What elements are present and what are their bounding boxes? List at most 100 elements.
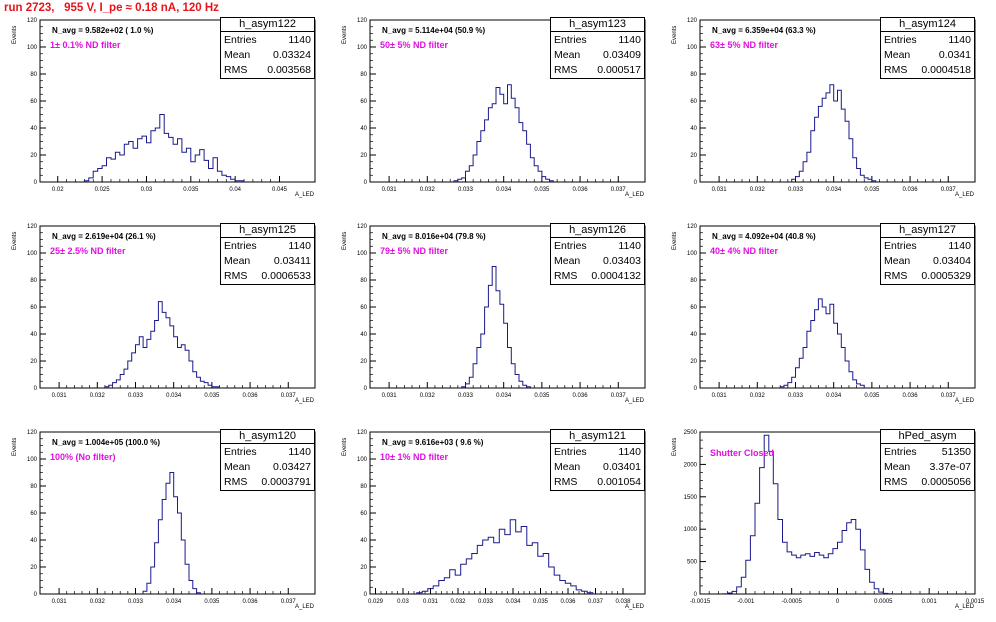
histogram-series xyxy=(142,472,201,594)
stats-key-entries: Entries xyxy=(224,446,257,458)
navg-label: N_avg = 1.004e+05 (100.0 %) xyxy=(52,438,161,447)
y-tick-label: 120 xyxy=(27,18,38,24)
y-tick-label: 40 xyxy=(30,332,37,338)
stats-key-rms: RMS xyxy=(554,64,578,76)
x-tick-label: 0.031 xyxy=(382,187,398,193)
y-tick-label: 0 xyxy=(34,592,38,598)
stats-key-entries: Entries xyxy=(554,446,587,458)
stats-value-rms: 0.0004518 xyxy=(921,64,971,76)
x-tick-label: 0.035 xyxy=(204,599,220,605)
stats-value-entries: 1140 xyxy=(618,446,641,458)
y-tick-label: 0 xyxy=(364,592,368,598)
histogram-series xyxy=(461,266,531,388)
stats-box: Entries 1140 Mean 0.03324 RMS 0.003568 xyxy=(220,31,315,79)
y-tick-label: 120 xyxy=(357,18,368,24)
stats-value-entries: 1140 xyxy=(618,34,641,46)
histogram-title: h_asym127 xyxy=(880,223,975,238)
stats-row-mean: Mean 0.03401 xyxy=(554,460,641,475)
stats-key-entries: Entries xyxy=(554,240,587,252)
y-tick-label: 500 xyxy=(687,560,698,566)
stats-key-rms: RMS xyxy=(554,270,578,282)
stats-key-rms: RMS xyxy=(884,476,908,488)
navg-label: N_avg = 5.114e+04 (50.9 %) xyxy=(382,26,486,35)
histogram-series xyxy=(104,301,220,388)
x-axis-label: A_LED xyxy=(295,192,315,198)
stats-value-entries: 1140 xyxy=(288,240,311,252)
y-tick-label: 120 xyxy=(27,224,38,230)
x-tick-label: 0.031 xyxy=(382,393,398,399)
y-tick-label: 80 xyxy=(690,278,697,284)
y-tick-label: 100 xyxy=(357,251,368,257)
x-tick-label: 0.032 xyxy=(450,599,466,605)
stats-value-mean: 0.03409 xyxy=(603,49,641,61)
histogram-plot: 0 20 40 60 80 100 120 0.031 0.032 0.033 0.034 0.035… xyxy=(687,224,976,399)
stats-value-entries: 1140 xyxy=(618,240,641,252)
y-tick-label: 120 xyxy=(687,18,698,24)
stats-key-mean: Mean xyxy=(224,49,251,61)
y-axis-label: Events xyxy=(342,437,348,456)
x-tick-label: 0.032 xyxy=(750,393,766,399)
y-tick-label: 80 xyxy=(30,72,37,78)
histogram-series xyxy=(453,84,554,182)
navg-label: N_avg = 4.092e+04 (40.8 %) xyxy=(712,232,816,241)
x-tick-label: 0.037 xyxy=(281,393,297,399)
y-tick-label: 20 xyxy=(360,565,367,571)
y-tick-label: 120 xyxy=(687,224,698,230)
navg-label: N_avg = 2.619e+04 (26.1 %) xyxy=(52,232,156,241)
x-tick-label: 0.036 xyxy=(560,599,576,605)
stats-key-entries: Entries xyxy=(884,240,917,252)
page-title: run 2723, 955 V, I_pe ≈ 0.18 nA, 120 Hz xyxy=(4,2,219,14)
y-tick-label: 80 xyxy=(30,278,37,284)
y-tick-label: 60 xyxy=(360,511,367,517)
histogram-series xyxy=(83,114,245,182)
y-tick-label: 60 xyxy=(360,99,367,105)
y-tick-label: 60 xyxy=(30,99,37,105)
histogram-title: h_asym121 xyxy=(550,429,645,444)
x-tick-label: 0.031 xyxy=(423,599,439,605)
stats-box: Entries 1140 Mean 0.03411 RMS 0.0006533 xyxy=(220,237,315,285)
y-tick-label: 100 xyxy=(687,45,698,51)
x-tick-label: 0.031 xyxy=(52,599,68,605)
x-axis-label: A_LED xyxy=(955,398,975,404)
y-tick-label: 20 xyxy=(360,153,367,159)
stats-key-entries: Entries xyxy=(554,34,587,46)
y-tick-label: 120 xyxy=(357,224,368,230)
navg-label: N_avg = 9.616e+03 ( 9.6 %) xyxy=(382,438,484,447)
histogram-title: hPed_asym xyxy=(880,429,975,444)
x-tick-label: 0.034 xyxy=(496,393,512,399)
stats-value-rms: 0.0003791 xyxy=(261,476,311,488)
y-tick-label: 60 xyxy=(30,511,37,517)
stats-row-rms: RMS 0.000517 xyxy=(554,63,641,78)
y-tick-label: 60 xyxy=(30,305,37,311)
stats-key-mean: Mean xyxy=(884,255,911,267)
stats-row-entries: Entries 1140 xyxy=(224,33,311,48)
histogram-title: h_asym122 xyxy=(220,17,315,32)
x-tick-label: 0.036 xyxy=(243,393,259,399)
y-tick-label: 40 xyxy=(690,126,697,132)
histogram-title: h_asym125 xyxy=(220,223,315,238)
y-tick-label: 60 xyxy=(690,99,697,105)
x-tick-label: 0.035 xyxy=(864,187,880,193)
y-tick-label: 40 xyxy=(360,332,367,338)
y-tick-label: 2500 xyxy=(684,430,698,436)
x-tick-label: 0.033 xyxy=(128,393,144,399)
x-tick-label: 0.033 xyxy=(458,393,474,399)
y-axis-label: Events xyxy=(672,437,678,456)
y-tick-label: 40 xyxy=(690,332,697,338)
histogram-plot: 0 20 40 60 80 100 120 0.031 0.032 0.033 0.034 0.035… xyxy=(357,224,646,399)
y-tick-label: 80 xyxy=(360,484,367,490)
stats-row-entries: Entries 1140 xyxy=(554,33,641,48)
stats-value-mean: 0.03427 xyxy=(273,461,311,473)
x-tick-label: -0.0015 xyxy=(690,599,711,605)
x-axis-label: A_LED xyxy=(295,398,315,404)
stats-value-mean: 0.03411 xyxy=(273,255,311,267)
stats-key-rms: RMS xyxy=(554,476,578,488)
x-tick-label: 0.035 xyxy=(534,393,550,399)
filter-label: 63± 5% ND filter xyxy=(710,40,778,50)
histogram-title: h_asym120 xyxy=(220,429,315,444)
stats-value-rms: 0.0006533 xyxy=(261,270,311,282)
stats-value-rms: 0.003568 xyxy=(267,64,311,76)
x-tick-label: 0.025 xyxy=(95,187,111,193)
x-tick-label: 0.035 xyxy=(864,393,880,399)
x-tick-label: 0.035 xyxy=(204,393,220,399)
